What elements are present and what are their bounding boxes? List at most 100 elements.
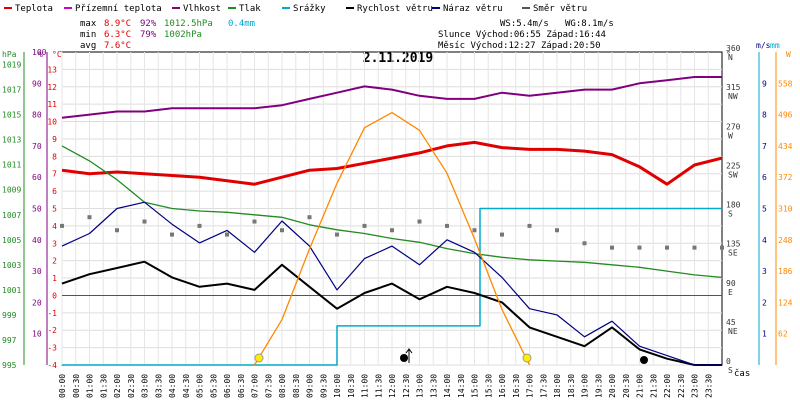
wind-tick-label: 2 [762, 298, 767, 307]
legend-label: Tlak [239, 4, 261, 14]
pressure-tick-label: 995 [2, 361, 17, 370]
legend-label: Přízemní teplota [75, 4, 162, 14]
x-tick-label: 00:30 [72, 374, 81, 398]
wind-direction-point [362, 223, 367, 228]
x-tick-label: 23:30 [704, 374, 713, 398]
temperature-tick-label: 13 [47, 65, 57, 74]
pressure-tick-label: 1009 [2, 186, 21, 195]
series-srazky-line [62, 207, 722, 366]
direction-tick-label: 270 [726, 122, 741, 131]
direction-tick-label: 0 [726, 357, 731, 366]
x-tick-label: 06:30 [237, 374, 246, 398]
radiation-tick-label: 496 [778, 111, 793, 120]
temperature-tick-label: 8 [52, 152, 57, 161]
wind-tick-label: 8 [762, 111, 767, 120]
wind-direction-point [390, 228, 394, 233]
stats-min-humidity: 79% [140, 30, 157, 40]
x-tick-label: 13:30 [429, 374, 438, 398]
direction-axis-unit: ° [726, 50, 731, 59]
pressure-tick-label: 1019 [2, 61, 21, 70]
x-tick-label: 08:00 [278, 374, 287, 398]
series-naraz-vetru-line [61, 201, 722, 366]
pressure-tick-label: 999 [2, 311, 17, 320]
moonrise-marker-icon [400, 354, 408, 362]
wind-direction-point [665, 245, 669, 250]
humidity-tick-label: 10 [32, 330, 42, 339]
wind-direction-point [445, 223, 449, 228]
radiation-axis-unit: W [786, 50, 791, 59]
radiation-tick-label: 372 [778, 173, 793, 182]
humidity-tick-label: 80 [32, 111, 42, 120]
temperature-tick-label: 9 [52, 135, 57, 144]
direction-compass-label: NE [728, 327, 738, 336]
pressure-tick-label: 997 [2, 336, 17, 345]
stats-max-humidity: 92% [140, 19, 157, 29]
wind-tick-label: 5 [762, 205, 767, 214]
wind-direction-point [115, 228, 119, 233]
arrow-up-icon [405, 348, 413, 363]
x-tick-label: 09:00 [306, 374, 315, 398]
wind-tick-label: 4 [762, 236, 767, 245]
x-tick-label: 18:00 [553, 374, 562, 398]
direction-compass-label: S [728, 366, 733, 375]
wind-direction-point [335, 232, 339, 237]
x-tick-label: 22:00 [663, 374, 672, 398]
wind-tick-label: 1 [762, 330, 767, 339]
x-tick-label: 07:00 [251, 374, 260, 398]
direction-compass-label: N [728, 53, 733, 62]
wind-direction-point [555, 228, 559, 233]
direction-tick-label: 90 [726, 279, 736, 288]
wind-direction-point [252, 219, 257, 224]
temperature-tick-label: 12 [47, 83, 57, 92]
x-tick-label: 18:30 [567, 374, 576, 398]
direction-compass-label: NW [728, 92, 738, 101]
temperature-tick-label: 10 [47, 118, 57, 127]
temperature-tick-label: 7 [52, 170, 57, 179]
x-tick-label: 20:30 [622, 374, 631, 398]
humidity-axis-unit: % [38, 50, 43, 59]
x-tick-label: 06:00 [223, 374, 232, 398]
x-tick-label: 17:30 [539, 374, 548, 398]
direction-compass-label: SE [728, 249, 738, 258]
moonset-marker-icon [640, 356, 648, 364]
humidity-tick-label: 60 [32, 173, 42, 182]
x-tick-label: 21:30 [649, 374, 658, 398]
right-axes: °0S45NE90E135SE180S225SW270W315NW360Nm/s… [726, 41, 793, 375]
wind-direction-point [197, 223, 202, 228]
temperature-axis-unit: °C [52, 50, 62, 59]
temperature-tick-label: 0 [52, 291, 57, 300]
series-slunecni-zareni-line [253, 111, 531, 366]
legend-label: Vlhkost [183, 4, 221, 14]
chart-title: 2.11.2019 [363, 51, 433, 66]
pressure-axis-unit: hPa [2, 50, 17, 59]
x-tick-label: 16:00 [498, 374, 507, 398]
temperature-tick-label: -4 [47, 361, 57, 370]
x-tick-label: 01:00 [86, 374, 95, 398]
direction-compass-label: SW [728, 170, 738, 179]
pressure-tick-label: 1003 [2, 261, 21, 270]
radiation-tick-label: 310 [778, 205, 793, 214]
legend-label: Směr větru [533, 4, 587, 14]
sunset-marker-icon [522, 353, 532, 363]
wind-direction-point [307, 215, 312, 220]
series-rychlost-vetru-line [61, 260, 722, 366]
x-tick-label: 08:30 [292, 374, 301, 398]
x-tick-label: 16:30 [512, 374, 521, 398]
x-tick-label: 09:30 [319, 374, 328, 398]
pressure-tick-label: 1007 [2, 211, 21, 220]
humidity-tick-label: 90 [32, 79, 42, 88]
x-tick-label: 15:00 [471, 374, 480, 398]
radiation-tick-label: 558 [778, 79, 793, 88]
x-tick-label: 15:30 [484, 374, 493, 398]
wind-direction-point [87, 215, 92, 220]
x-tick-label: 11:00 [361, 374, 370, 398]
radiation-tick-label: 248 [778, 236, 793, 245]
direction-compass-label: W [728, 131, 733, 140]
direction-tick-label: 135 [726, 240, 741, 249]
x-tick-label: 02:00 [113, 374, 122, 398]
temperature-tick-label: 3 [52, 239, 57, 248]
pressure-tick-label: 1005 [2, 236, 21, 245]
stats-wind-speed: WS:5.4m/s [500, 19, 549, 29]
pressure-tick-label: 1013 [2, 136, 21, 145]
